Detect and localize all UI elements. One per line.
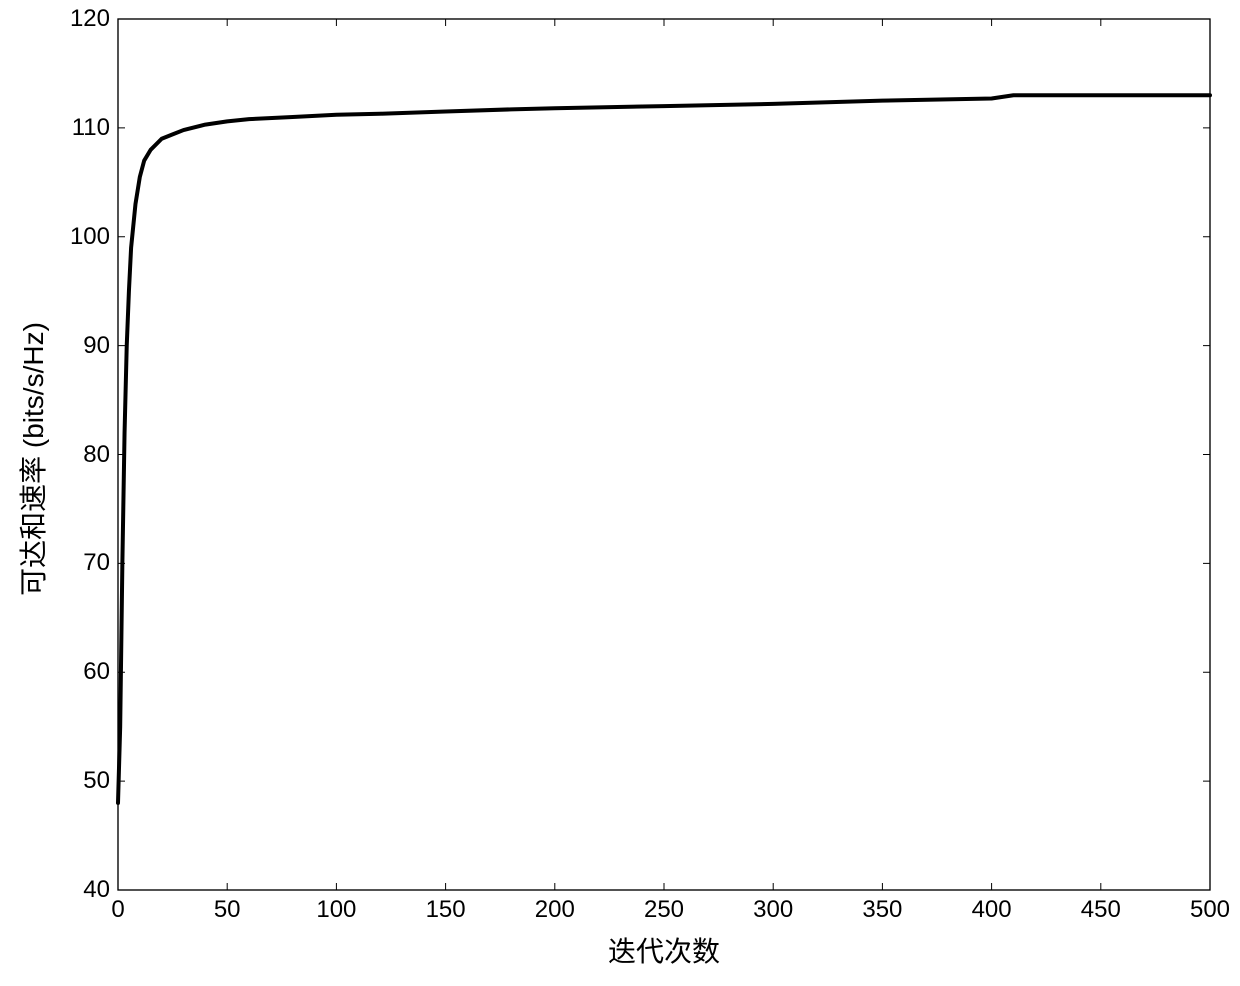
- y-tick-label: 60: [40, 658, 110, 686]
- y-tick-label: 50: [40, 767, 110, 795]
- x-tick-label: 200: [515, 896, 595, 924]
- x-tick-label: 400: [952, 896, 1032, 924]
- y-tick-label: 90: [40, 332, 110, 360]
- x-tick-label: 350: [842, 896, 922, 924]
- figure: 可达和速率 (bits/s/Hz) 迭代次数 05010015020025030…: [0, 0, 1240, 986]
- y-tick-label: 100: [40, 223, 110, 251]
- x-axis-label: 迭代次数: [118, 930, 1210, 970]
- y-tick-label: 80: [40, 441, 110, 469]
- x-tick-label: 100: [296, 896, 376, 924]
- x-tick-label: 50: [187, 896, 267, 924]
- x-tick-label: 150: [406, 896, 486, 924]
- y-tick-label: 40: [40, 876, 110, 904]
- plot-box-rect: [118, 19, 1210, 890]
- chart-canvas: [0, 0, 1240, 986]
- y-tick-label: 70: [40, 549, 110, 577]
- x-tick-label: 500: [1170, 896, 1240, 924]
- x-tick-label: 450: [1061, 896, 1141, 924]
- x-tick-label: 300: [733, 896, 813, 924]
- x-tick-label: 250: [624, 896, 704, 924]
- y-tick-label: 120: [40, 5, 110, 33]
- y-tick-label: 110: [40, 114, 110, 142]
